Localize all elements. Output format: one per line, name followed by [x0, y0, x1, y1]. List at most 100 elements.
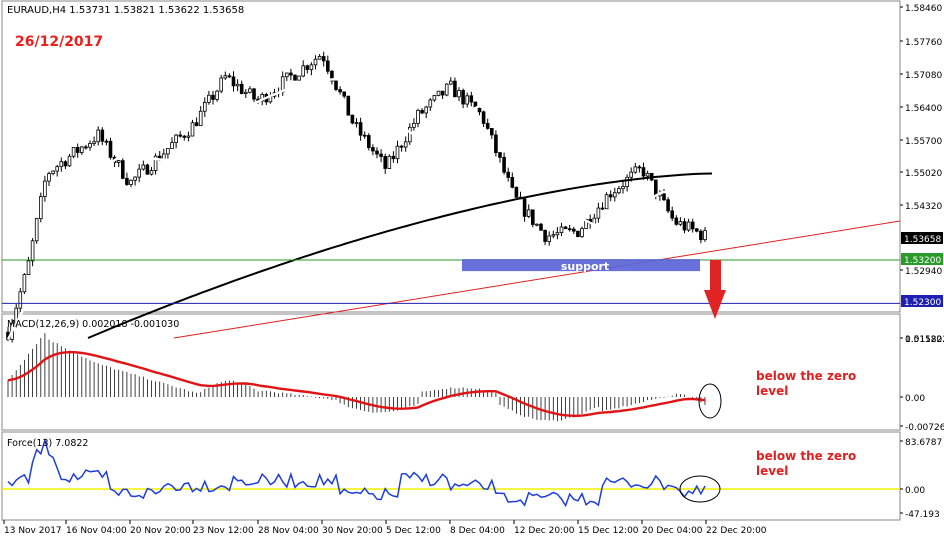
candle-body [301, 65, 305, 77]
candle-body [80, 146, 84, 153]
candle-body [354, 122, 359, 125]
candle-body [51, 170, 55, 174]
candle-body [141, 164, 146, 170]
date-label: 26/12/2017 [15, 34, 103, 50]
candle-body [485, 123, 490, 129]
candle-body [637, 166, 642, 169]
candle-body [235, 83, 240, 87]
candle-body [547, 235, 551, 242]
candle-body [604, 194, 609, 210]
price-series [6, 51, 713, 343]
y-tick-label: 1.57760 [905, 38, 942, 48]
candle-body [699, 230, 703, 241]
candle-body [678, 221, 683, 225]
candle-body [416, 109, 420, 124]
candle-body [440, 90, 445, 96]
candle-body [96, 129, 101, 143]
candle-body [174, 134, 178, 144]
price-tag-text: 1.53200 [904, 256, 941, 266]
candle-body [387, 155, 392, 169]
candle-body [198, 110, 203, 127]
candle-body [559, 226, 564, 234]
macd-highlight-circle [698, 383, 722, 419]
candle-body [170, 142, 174, 149]
candle-body [375, 150, 379, 155]
candle-body [403, 141, 408, 148]
candle-body [219, 77, 224, 92]
price-tag-text: 1.53658 [904, 235, 941, 245]
candle-body [178, 134, 183, 137]
candle-body [695, 228, 699, 232]
macd-y-label: 0.011222 [905, 335, 944, 345]
candle-body [498, 152, 502, 158]
macd-signal-line [7, 350, 706, 417]
candle-body [342, 91, 346, 97]
force-label: Force(13) 7.0822 [7, 438, 88, 449]
candle-body [207, 94, 211, 103]
candle-body [100, 129, 105, 142]
candle-body [633, 166, 638, 173]
force-panel[interactable] [1, 431, 901, 521]
price-tag-text: 1.52300 [904, 298, 941, 308]
candle-body [223, 75, 228, 79]
candle-body [321, 56, 326, 62]
candle-body [535, 223, 539, 226]
candle-body [243, 91, 248, 94]
y-tick-label: 1.52940 [905, 267, 942, 277]
instrument-label: EURAUD,H4 1.53731 1.53821 1.53622 1.5365… [7, 5, 244, 16]
candle-body [346, 95, 351, 116]
candle-body [26, 260, 31, 276]
axes: 1.58460 1.57760 1.57080 1.56400 1.55700 1.550… [3, 4, 944, 536]
candle-body [149, 170, 154, 175]
candle-body [309, 64, 314, 70]
y-tick-label: 1.56400 [905, 104, 942, 114]
candle-body [555, 232, 560, 236]
candle-body [522, 198, 527, 217]
candle-body [477, 107, 482, 113]
candle-body [190, 122, 195, 137]
candle-body [133, 176, 137, 181]
macd-series [7, 333, 722, 422]
macd-y-label: 0.00 [905, 394, 925, 404]
candle-body [654, 179, 658, 197]
candle-body [391, 155, 396, 160]
annotation-line: level [756, 384, 788, 398]
candle-body [202, 101, 207, 112]
candle-body [305, 65, 310, 70]
candle-body [145, 164, 150, 175]
candle-body [465, 95, 469, 105]
candle-body [317, 56, 322, 60]
price-tag [901, 295, 943, 307]
candle-body [432, 95, 437, 101]
candle-body [137, 168, 142, 178]
candle-body [686, 221, 691, 231]
candle-body [526, 209, 531, 217]
candle-body [576, 230, 580, 238]
candle-body [395, 145, 400, 160]
candle-body [59, 161, 64, 168]
candle-body [617, 188, 621, 194]
candle-body [645, 172, 650, 177]
candle-body [63, 161, 68, 167]
y-tick-label: 1.55700 [905, 137, 942, 147]
macd-annotation: below the zero level [756, 369, 856, 398]
x-tick-label: 5 Dec 12:00 [386, 526, 441, 536]
price-tag [901, 253, 943, 265]
price-tag [901, 232, 943, 244]
candle-body [600, 207, 605, 210]
candle-body [531, 209, 535, 225]
force-y-label: 0.00 [905, 486, 925, 496]
candle-body [469, 95, 474, 103]
candle-body [47, 173, 51, 182]
candle-body [215, 90, 219, 100]
candle-body [444, 83, 449, 96]
candle-body [166, 148, 170, 155]
x-tick-label: 16 Nov 04:00 [66, 526, 127, 536]
candle-body [608, 194, 613, 198]
x-tick-label: 15 Dec 12:00 [578, 526, 639, 536]
force-line [7, 437, 706, 508]
candle-body [510, 177, 515, 188]
y-tick-label: 1.54320 [905, 202, 942, 212]
annotation-line: level [756, 464, 788, 478]
